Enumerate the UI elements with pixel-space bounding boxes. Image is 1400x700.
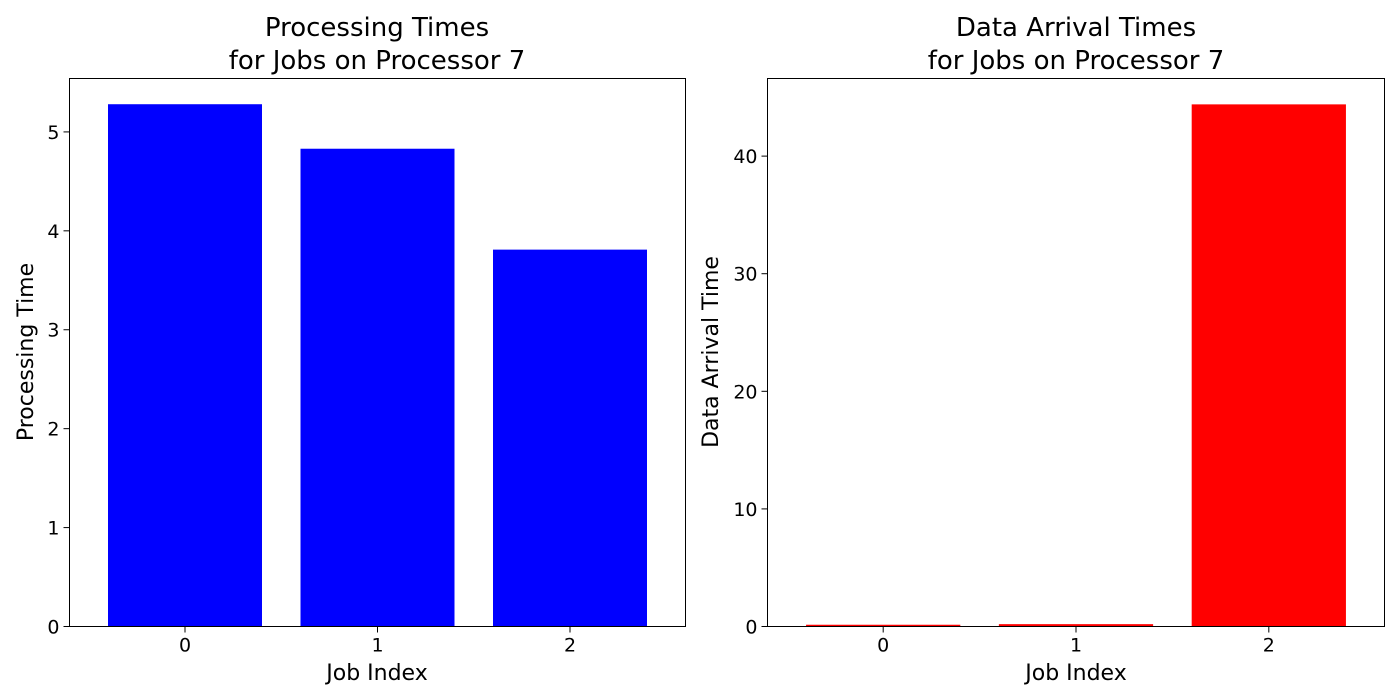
bar-job-0	[806, 624, 961, 627]
y-tick-label: 3	[47, 320, 59, 342]
y-tick-label: 1	[47, 518, 59, 540]
plot-area: 0 1 2 0 1 2 3 4 5	[47, 104, 647, 657]
chart-title-line-1: Processing Times	[265, 13, 489, 43]
y-tick-label: 0	[745, 617, 757, 639]
x-tick-label: 2	[1263, 635, 1275, 657]
data-arrival-times-chart: Data Arrival Times for Jobs on Processor…	[699, 13, 1385, 686]
chart-title-line-2: for Jobs on Processor 7	[229, 46, 526, 76]
y-tick-label: 5	[47, 122, 59, 144]
bar-job-2	[1191, 104, 1346, 627]
axes-frame	[69, 78, 686, 627]
y-tick-label: 4	[47, 221, 59, 243]
chart-title-line-2: for Jobs on Processor 7	[928, 46, 1225, 76]
chart-title-line-1: Data Arrival Times	[956, 13, 1196, 43]
y-tick-label: 10	[733, 499, 757, 521]
x-axis-label: Job Index	[324, 661, 427, 686]
y-axis-label: Data Arrival Time	[699, 256, 724, 448]
y-tick-label: 2	[47, 419, 59, 441]
bar-job-2	[493, 249, 647, 627]
y-tick-label: 30	[733, 264, 757, 286]
y-axis-label: Processing Time	[14, 263, 39, 441]
x-tick-label: 2	[564, 635, 576, 657]
x-tick-label: 1	[371, 635, 383, 657]
axes-frame	[767, 78, 1385, 627]
bar-job-0	[108, 104, 262, 627]
bar-job-1	[998, 624, 1154, 627]
x-tick-label: 1	[1070, 635, 1082, 657]
x-axis-label: Job Index	[1023, 661, 1126, 686]
x-tick-label: 0	[877, 635, 889, 657]
processing-times-chart: Processing Times for Jobs on Processor 7…	[14, 13, 686, 686]
y-tick-label: 0	[47, 617, 59, 639]
x-tick-label: 0	[179, 635, 191, 657]
bar-job-1	[300, 148, 455, 627]
y-tick-label: 20	[733, 381, 757, 403]
y-tick-label: 40	[733, 146, 757, 168]
